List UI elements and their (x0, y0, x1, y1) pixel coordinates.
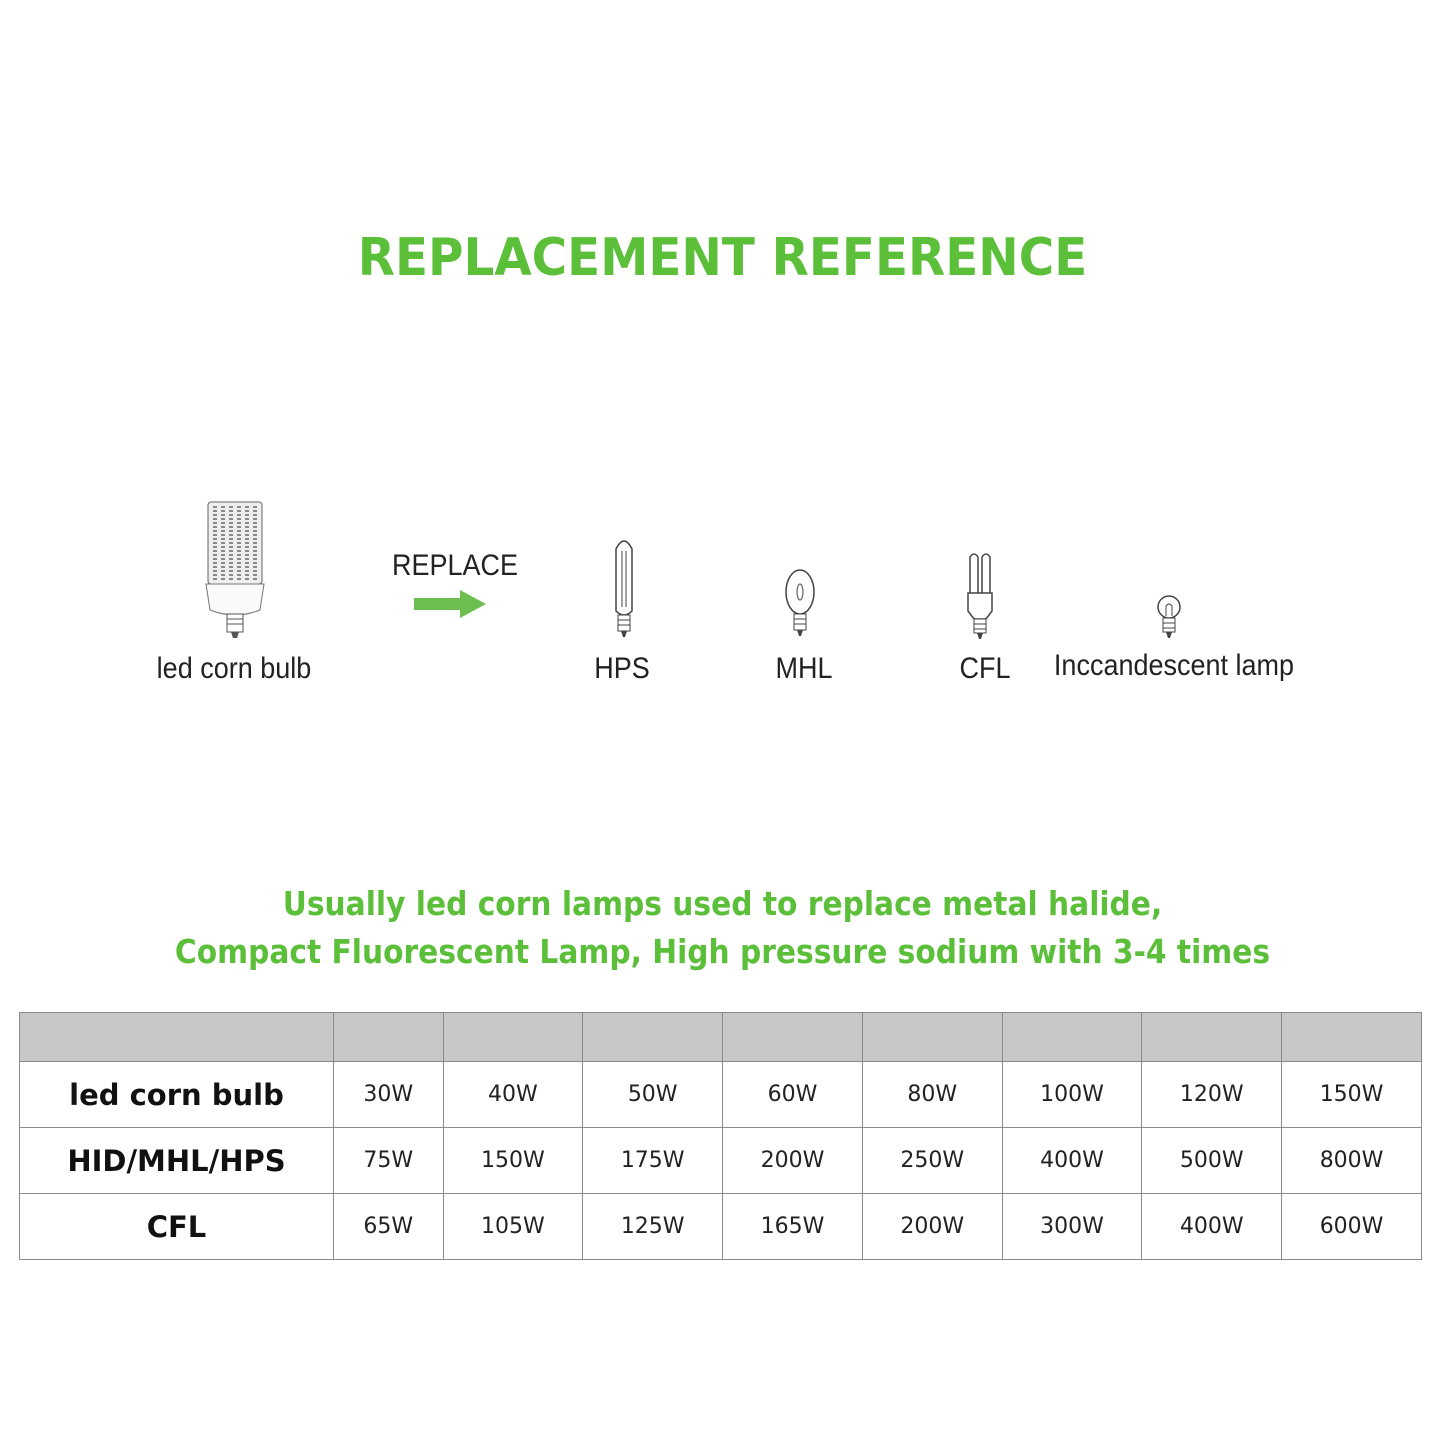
table-header-row (19, 1012, 1422, 1062)
table-cell: 500W (1141, 1127, 1283, 1194)
table-cell: 50W (582, 1061, 724, 1128)
table-cell: 600W (1281, 1193, 1422, 1260)
table-cell: 105W (442, 1193, 584, 1260)
hps-lamp-icon (610, 537, 638, 639)
table-row: HID/MHL/HPS 75W 150W 175W 200W 250W 400W… (19, 1127, 1422, 1194)
mhl-lamp-icon (783, 568, 817, 640)
table-cell: 165W (722, 1193, 863, 1260)
row-label: CFL (19, 1193, 334, 1260)
table-cell: 250W (861, 1127, 1003, 1194)
cfl-lamp-icon (964, 549, 996, 641)
table-cell: 100W (1001, 1061, 1143, 1128)
table-cell: 125W (582, 1193, 724, 1260)
mhl-label: MHL (775, 652, 833, 685)
table-cell: 400W (1141, 1193, 1283, 1260)
hps-label: HPS (594, 652, 650, 685)
replace-label: REPLACE (391, 549, 519, 582)
incandescent-label: Inccandescent lamp (1053, 649, 1295, 682)
table-row: CFL 65W 105W 125W 165W 200W 300W 400W 60… (19, 1193, 1422, 1260)
cfl-label: CFL (959, 652, 1011, 685)
table-cell: 200W (722, 1127, 863, 1194)
table-cell: 150W (442, 1127, 584, 1194)
table-cell: 800W (1281, 1127, 1422, 1194)
table-cell: 75W (333, 1127, 444, 1194)
subtitle: Usually led corn lamps used to replace m… (72, 880, 1373, 976)
table-cell: 150W (1281, 1061, 1422, 1128)
table-cell: 40W (442, 1061, 584, 1128)
led-corn-bulb-label: led corn bulb (156, 652, 312, 685)
table-cell: 200W (861, 1193, 1003, 1260)
page-title: REPLACEMENT REFERENCE (357, 228, 1088, 288)
table-cell: 60W (722, 1061, 863, 1128)
table-cell: 120W (1141, 1061, 1283, 1128)
subtitle-line-1: Usually led corn lamps used to replace m… (282, 884, 1163, 923)
table-row: led corn bulb 30W 40W 50W 60W 80W 100W 1… (19, 1061, 1422, 1128)
table-cell: 80W (861, 1061, 1003, 1128)
table-cell: 65W (333, 1193, 444, 1260)
subtitle-line-2: Compact Fluorescent Lamp, High pressure … (174, 932, 1271, 971)
row-label: led corn bulb (19, 1061, 334, 1128)
row-label: HID/MHL/HPS (19, 1127, 334, 1194)
incandescent-bulb-icon (1155, 594, 1183, 640)
table-cell: 300W (1001, 1193, 1143, 1260)
led-corn-bulb-icon (200, 498, 270, 640)
arrow-right-icon (414, 590, 486, 618)
table-cell: 175W (582, 1127, 724, 1194)
replacement-table: led corn bulb 30W 40W 50W 60W 80W 100W 1… (19, 1012, 1422, 1260)
table-cell: 30W (333, 1061, 444, 1128)
table-cell: 400W (1001, 1127, 1143, 1194)
